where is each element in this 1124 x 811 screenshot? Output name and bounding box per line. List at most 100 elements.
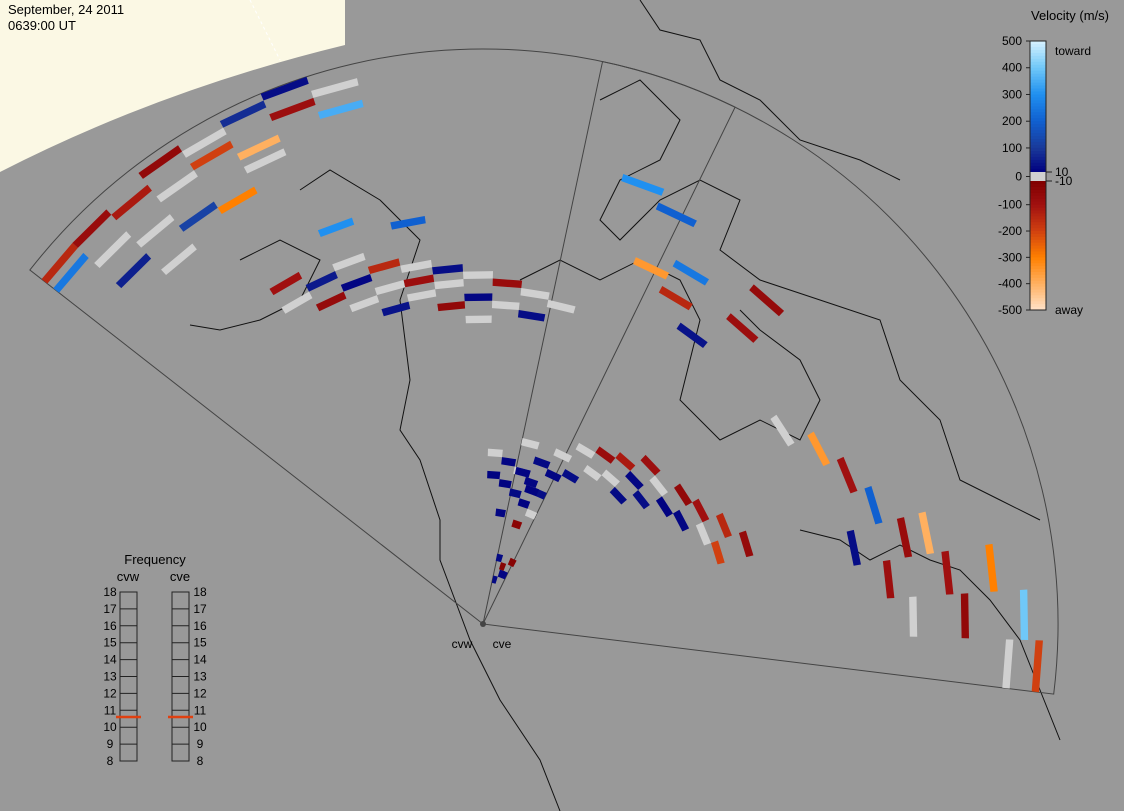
velocity-cell [575,442,596,459]
velocity-cell [403,274,435,288]
velocity-cell [621,173,665,196]
velocity-cell [281,291,313,314]
colorbar-segment [1030,46,1046,51]
velocity-cell [672,259,710,286]
colorbar-segment [1030,213,1046,217]
colorbar-segment [1030,139,1046,143]
velocity-cell [269,271,303,296]
velocity-cell [601,469,620,487]
field-of-view [29,48,1059,695]
velocity-cell [633,257,670,280]
velocity-cell [491,575,498,584]
velocity-cell [532,456,551,469]
colorbar-segment [1030,55,1046,60]
colorbar-segment [1030,236,1046,241]
velocity-cell [615,452,636,471]
coastline [519,259,821,441]
colorbar-segment [1030,233,1046,238]
velocity-cell [896,517,913,558]
colorbar-segment [1030,242,1046,247]
velocity-cell [864,485,883,525]
colorbar-segment [1030,112,1046,116]
colorbar-tick-label: -500 [998,303,1022,317]
colorbar-segment [1030,292,1046,296]
colorbar-segment [1030,49,1046,54]
colorbar-segment [1030,133,1046,137]
velocity-cell [462,271,494,279]
radar-label: cvw [452,637,473,651]
velocity-cell [182,127,227,158]
colorbar-segment [1030,121,1046,125]
velocity-cell [243,148,287,174]
velocity-cell [520,287,550,300]
velocity-cell [315,291,347,312]
colorbar-segment [1030,204,1046,209]
velocity-cell [498,479,512,489]
colorbar-title: Velocity (m/s) [1031,8,1109,23]
colorbar-segment [1030,181,1046,185]
colorbar-segment [1030,307,1046,311]
velocity-cell [595,446,616,464]
velocity-cell [507,557,517,568]
velocity-cell [960,593,969,639]
velocity-cell [305,271,338,292]
velocity-cell [491,300,520,311]
colorbar-tick-label: 100 [1002,141,1022,155]
colorbar-segment [1030,231,1046,235]
colorbar-segment [1030,260,1046,264]
velocity-cell [640,454,661,476]
velocity-cell [340,273,373,292]
velocity-cell [941,550,954,595]
colorbar-tick-label: -200 [998,224,1022,238]
colorbar-segment [1030,106,1046,110]
colorbar-segment [1030,64,1046,69]
velocity-cell [115,253,152,289]
colorbar-segment [1030,198,1046,203]
frequency-tick-label: 14 [103,653,117,667]
graticule [249,0,281,61]
coastline [299,169,561,811]
colorbar-segment [1030,150,1046,155]
colorbar-segment [1030,124,1046,128]
velocity-cell [53,252,89,293]
radar-site [480,621,486,627]
velocity-cell [521,437,540,450]
velocity-cell [390,215,426,230]
date: September, 24 2011 [8,2,124,17]
colorbar-segment [1030,298,1046,302]
velocity-cell [655,496,673,518]
velocity-cell [178,201,218,232]
velocity-cells [41,76,1043,693]
velocity-cell [1002,639,1014,689]
velocity-cell [632,490,650,510]
velocity-cell [561,469,580,484]
velocity-cell [985,543,998,592]
velocity-cell [726,313,759,343]
velocity-cell [367,258,401,274]
velocity-cell [508,488,522,499]
velocity-cell [676,322,708,348]
velocity-cell [672,509,690,532]
frequency-tick-label: 16 [103,619,117,633]
colorbar-segment [1030,192,1046,197]
velocity-cell [673,483,693,507]
colorbar-segment [1030,280,1046,285]
colorbar-segment [1030,136,1046,140]
velocity-cell [349,295,380,313]
velocity-cell [546,299,576,314]
colorbar-segment [1030,165,1046,170]
velocity-cell [311,78,359,98]
velocity-cell [495,553,504,563]
colorbar-segment [1030,141,1046,146]
frequency-tick-label: 10 [103,720,117,734]
colorbar-segment [1030,195,1046,200]
colorbar-segment [1030,176,1046,180]
colorbar-tick-label: 200 [1002,114,1022,128]
velocity-cell [317,217,355,238]
colorbar-segment [1030,210,1046,214]
colorbar-segment [1030,70,1046,75]
colorbar-segment [1030,156,1046,161]
colorbar-segment [1030,225,1046,229]
frequency-tick-label: 15 [193,636,207,650]
